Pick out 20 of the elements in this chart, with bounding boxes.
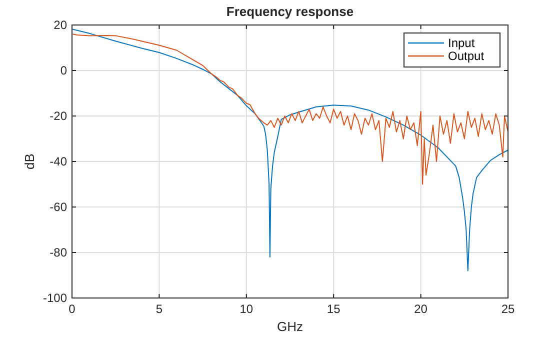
y-tick-label: -20 bbox=[50, 109, 68, 124]
x-tick-label: 0 bbox=[68, 302, 76, 316]
y-tick-label: 0 bbox=[60, 64, 68, 78]
x-axis-title: GHz bbox=[277, 319, 303, 334]
y-tick-label: -60 bbox=[50, 200, 68, 214]
legend-label: Input bbox=[448, 36, 476, 50]
x-tick-label: 10 bbox=[240, 302, 254, 316]
legend-label: Output bbox=[448, 49, 485, 64]
y-axis-title: dB bbox=[22, 154, 37, 170]
x-tick-label: 5 bbox=[156, 302, 163, 316]
y-tick-label: -40 bbox=[50, 154, 68, 169]
y-tick-label: 20 bbox=[54, 18, 68, 32]
y-tick-label: -100 bbox=[42, 291, 68, 306]
y-tick-label: -80 bbox=[50, 246, 68, 260]
line-series bbox=[72, 34, 508, 185]
chart-title: Frequency response bbox=[226, 4, 354, 19]
x-tick-label: 25 bbox=[501, 302, 515, 316]
x-tick-label: 15 bbox=[326, 302, 341, 316]
line-series bbox=[72, 28, 508, 272]
x-tick-label: 20 bbox=[414, 302, 428, 316]
